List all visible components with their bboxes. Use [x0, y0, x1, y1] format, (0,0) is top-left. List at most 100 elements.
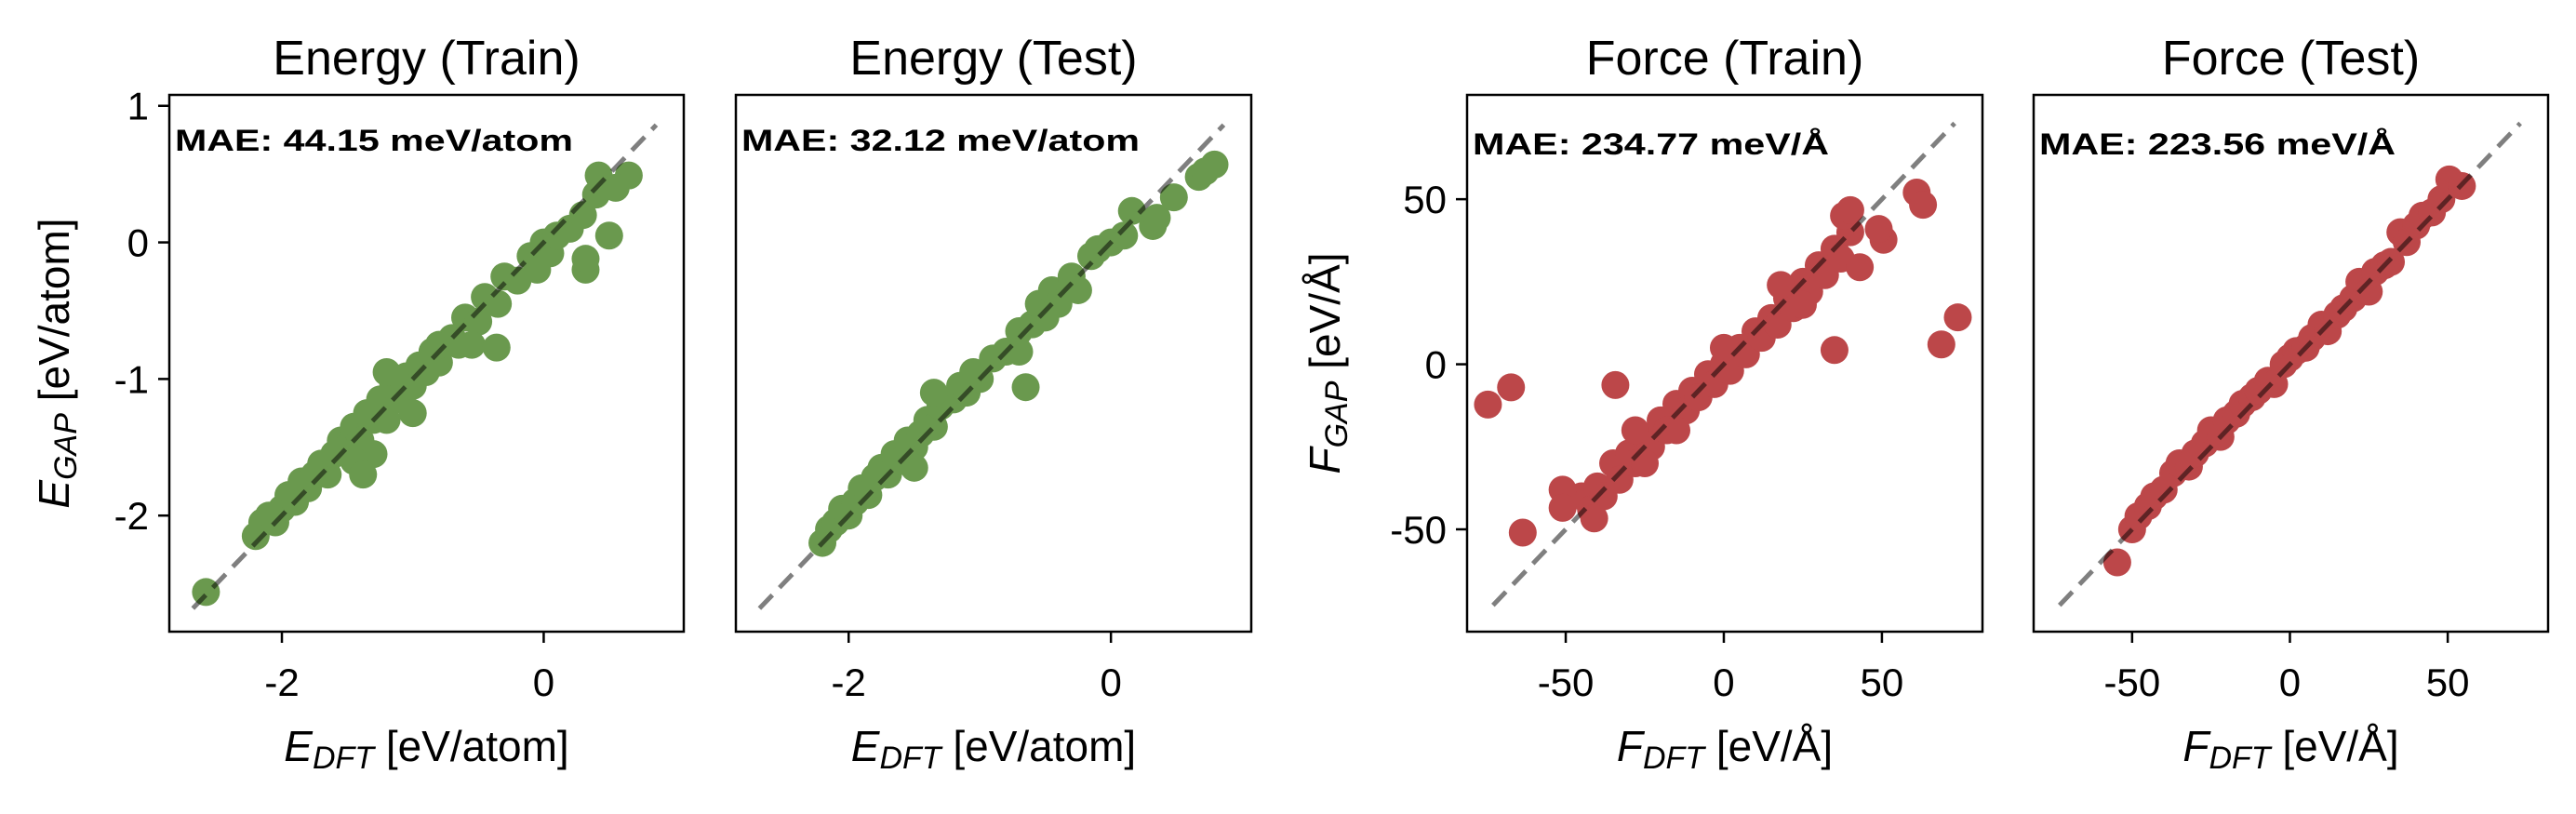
data-point	[482, 333, 511, 362]
y-tick-label: 50	[1403, 178, 1447, 221]
data-point	[458, 330, 487, 359]
x-tick-label: 0	[2279, 661, 2301, 704]
x-tick-label: 0	[533, 661, 554, 704]
reference-line	[2058, 121, 2522, 607]
x-axis-label: EDFT [eV/atom]	[284, 722, 568, 776]
data-point	[1117, 196, 1146, 225]
data-point	[1835, 195, 1864, 224]
x-tick-label: 0	[1100, 661, 1121, 704]
data-point	[1662, 416, 1690, 445]
label-subscript: DFT	[879, 741, 942, 776]
label-variable: E	[851, 722, 881, 770]
data-point	[1005, 338, 1034, 367]
data-point	[1820, 336, 1849, 365]
y-axis-label: EGAP [eV/atom]	[30, 218, 84, 508]
data-point	[1621, 416, 1649, 445]
label-variable: E	[30, 479, 78, 509]
label-unit: [eV/atom]	[941, 722, 1137, 770]
panel-title: Energy (Test)	[849, 32, 1137, 86]
mae-annotation: MAE: 234.77 meV/Å	[1473, 127, 1829, 161]
panel-1: Energy (Train) MAE: 44.15 meV/atom -2 0 1 0 -1…	[30, 32, 686, 776]
data-point	[1909, 191, 1938, 220]
data-point	[1580, 504, 1608, 533]
data-point	[398, 399, 427, 428]
y-tick-label: 0	[1425, 343, 1447, 387]
label-variable: F	[2182, 722, 2211, 770]
data-point	[1548, 493, 1577, 522]
x-axis-label: EDFT [eV/atom]	[851, 722, 1136, 776]
data-point	[601, 173, 630, 202]
y-tick-label: -1	[114, 357, 149, 401]
scatter-points	[808, 150, 1229, 557]
data-point	[484, 289, 513, 318]
y-tick-label: 1	[127, 85, 149, 128]
data-point	[1788, 290, 1817, 319]
data-point	[1474, 390, 1502, 419]
data-point	[1142, 204, 1171, 233]
data-point	[594, 221, 623, 250]
y-tick-label: -2	[114, 494, 149, 538]
data-point	[571, 245, 600, 274]
data-point	[1063, 275, 1092, 304]
panel-title: Force (Test)	[2162, 32, 2420, 86]
scatter-points	[1474, 179, 1972, 547]
data-point	[424, 330, 453, 359]
reference-line	[191, 123, 659, 610]
mae-annotation: MAE: 44.15 meV/atom	[175, 124, 573, 157]
panel-3: Force (Train) MAE: 234.77 meV/Å -50 0 50 50 0 -…	[1301, 32, 1984, 776]
panel-title: Force (Train)	[1586, 32, 1864, 86]
x-tick-label: -2	[264, 661, 299, 704]
data-point	[919, 379, 948, 407]
label-variable: F	[1617, 722, 1646, 770]
label-unit: [eV/Å]	[1704, 722, 1833, 770]
y-axis-label: FGAP [eV/Å]	[1301, 253, 1355, 474]
data-point	[1601, 370, 1630, 399]
axes-frame	[167, 93, 686, 634]
label-unit: [eV/Å]	[1301, 253, 1349, 381]
y-tick-label: -50	[1390, 508, 1447, 552]
y-tick-label: 0	[127, 221, 149, 265]
data-point	[900, 453, 928, 482]
label-unit: [eV/Å]	[2271, 722, 2399, 770]
x-axis-label: FDFT [eV/Å]	[1617, 722, 1833, 776]
label-subscript: DFT	[1643, 741, 1706, 776]
reference-line	[757, 123, 1226, 610]
label-subscript: DFT	[2209, 741, 2272, 776]
x-tick-label: 0	[1713, 661, 1734, 704]
label-subscript: GAP	[1319, 380, 1355, 447]
panel-title: Energy (Train)	[273, 32, 580, 86]
mae-annotation: MAE: 223.56 meV/Å	[2039, 127, 2396, 161]
data-point	[1044, 289, 1073, 318]
data-point	[1110, 221, 1139, 250]
data-point	[1709, 333, 1738, 362]
reference-line	[1491, 121, 1956, 607]
mae-annotation: MAE: 32.12 meV/atom	[741, 124, 1140, 157]
data-point	[1159, 183, 1188, 212]
axes-frame	[734, 93, 1253, 634]
data-point	[1508, 518, 1537, 547]
panel-2: Energy (Test) MAE: 32.12 meV/atom -2 0 EDFT …	[734, 32, 1253, 776]
data-point	[349, 460, 378, 489]
data-point	[1011, 373, 1040, 402]
x-tick-label: 50	[2426, 661, 2470, 704]
x-tick-label: 50	[1861, 661, 1904, 704]
data-point	[1846, 253, 1875, 282]
panel-4: Force (Test) MAE: 223.56 meV/Å -50 0 50 FDFT …	[2032, 32, 2550, 776]
data-point	[1497, 373, 1526, 402]
data-point	[1631, 449, 1660, 478]
label-unit: [eV/atom]	[374, 722, 569, 770]
x-axis-label: FDFT [eV/Å]	[2182, 722, 2398, 776]
data-point	[1927, 330, 1955, 359]
x-tick-label: -50	[1538, 661, 1595, 704]
label-subscript: GAP	[48, 413, 84, 480]
label-variable: F	[1301, 446, 1349, 474]
x-tick-label: -2	[832, 661, 866, 704]
data-point	[1943, 303, 1972, 332]
x-tick-label: -50	[2103, 661, 2160, 704]
data-point	[372, 358, 401, 387]
data-point	[1864, 215, 1893, 244]
data-point	[1191, 157, 1220, 186]
label-unit: [eV/atom]	[30, 218, 78, 413]
label-subscript: DFT	[313, 741, 376, 776]
